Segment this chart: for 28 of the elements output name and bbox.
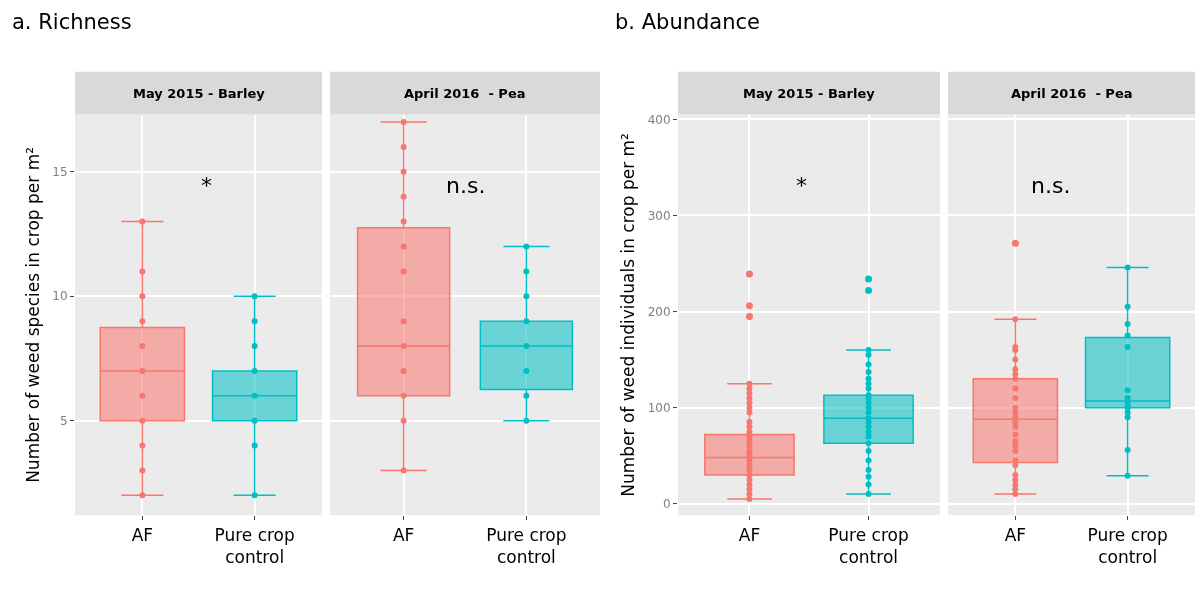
x-tick-label: Pure crop control: [828, 524, 909, 567]
annotation: *: [796, 173, 807, 198]
chart-subtitle: April 2016 - Pea: [1011, 86, 1133, 101]
y-axis-title: Number of weed individuals in crop per m²: [618, 133, 639, 497]
y-axis-title: Number of weed species in crop per m²: [22, 147, 43, 483]
y-tick-label: 200: [647, 304, 671, 319]
y-tick-label: 15: [52, 165, 68, 180]
x-tick-label: Pure crop control: [1087, 524, 1168, 567]
annotation: n.s.: [446, 173, 486, 198]
y-tick-label: 10: [52, 289, 68, 304]
y-tick-label: 100: [647, 400, 671, 415]
chart-subtitle: May 2015 - Barley: [743, 86, 876, 101]
x-tick-label: AF: [392, 524, 415, 545]
annotation: n.s.: [1031, 173, 1071, 198]
chart-title: b. Abundance: [615, 10, 760, 34]
x-tick-label: Pure crop control: [214, 524, 295, 567]
y-tick-label: 5: [59, 413, 68, 428]
x-tick-label: Pure crop control: [486, 524, 567, 567]
x-tick-label: AF: [1004, 524, 1027, 545]
y-tick-label: 300: [647, 208, 671, 223]
annotation: *: [201, 173, 212, 198]
x-tick-label: AF: [738, 524, 761, 545]
chart-subtitle: May 2015 - Barley: [133, 86, 266, 101]
y-tick-label: 0: [662, 496, 671, 511]
x-tick-label: AF: [131, 524, 154, 545]
chart-title: a. Richness: [12, 10, 132, 34]
y-tick-label: 400: [647, 112, 671, 127]
chart-subtitle: April 2016 - Pea: [404, 86, 526, 101]
